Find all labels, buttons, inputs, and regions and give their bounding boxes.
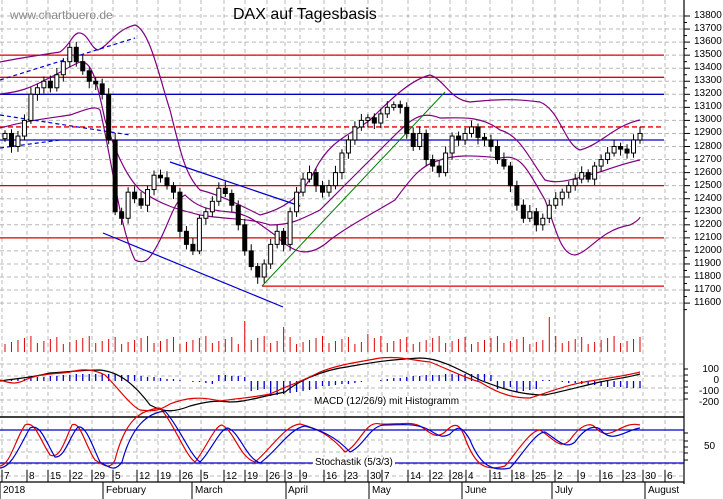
stochastic-label: Stochastik (5/3/3) [313, 457, 395, 468]
watermark: www.chartbuero.de [10, 8, 113, 22]
x-tick-label: 12 [139, 471, 151, 482]
x-tick-label: 19 [160, 471, 172, 482]
x-tick-label: 5 [115, 471, 121, 482]
x-tick-label: 9 [580, 471, 586, 482]
horizontal-levels [0, 54, 664, 287]
x-tick-label: 18 [514, 471, 526, 482]
y-tick-label: 11700 [694, 284, 722, 296]
macd-tick-label: -200 [698, 397, 719, 408]
grid [0, 0, 684, 482]
x-tick-label: 16 [602, 471, 614, 482]
y-tick-label: 13400 [694, 62, 722, 74]
x-tick-label: 23 [625, 471, 637, 482]
x-tick-label: 5 [203, 471, 209, 482]
y-tick-label: 13700 [694, 23, 722, 35]
x-tick-label: 26 [182, 471, 194, 482]
x-tick-label: 2 [557, 471, 563, 482]
candlesticks [2, 41, 643, 284]
y-tick-label: 11800 [694, 271, 722, 282]
y-tick-label: 12700 [694, 153, 722, 165]
y-tick-label: 12100 [694, 231, 722, 243]
bollinger-bands [0, 24, 641, 263]
y-tick-label: 13100 [694, 101, 722, 113]
x-tick-label: 9 [302, 471, 308, 482]
macd-panel [0, 356, 684, 418]
x-tick-label: 16 [326, 471, 338, 482]
x-tick-label: 8 [29, 471, 35, 482]
y-tick-label: 12800 [694, 140, 722, 152]
x-tick-label: 7 [384, 471, 390, 482]
x-tick-label: 22 [432, 471, 444, 482]
x-tick-label: 6 [667, 471, 673, 482]
y-tick-label: 13500 [694, 49, 722, 61]
macd-tick-label: -100 [698, 386, 719, 397]
x-tick-label: 3 [287, 471, 293, 482]
x-tick-label: 7 [4, 471, 10, 482]
y-tick-label: 12300 [694, 205, 722, 217]
x-tick-label: 22 [72, 471, 84, 482]
x-tick-label: 15 [50, 471, 62, 482]
y-tick-label: 13200 [694, 88, 722, 100]
y-tick-label: 13000 [694, 114, 722, 126]
x-tick-label: 26 [269, 471, 281, 482]
y-tick-label: 12500 [694, 179, 722, 191]
x-tick-label: 28 [452, 471, 464, 482]
macd-tick-label: 100 [702, 364, 719, 375]
x-month-label: 2018 [3, 485, 26, 496]
x-tick-label: 30 [370, 471, 382, 482]
y-tick-label: 11600 [694, 297, 722, 309]
axes [0, 0, 690, 499]
x-tick-label: 4 [468, 471, 474, 482]
x-tick-label: 30 [645, 471, 657, 482]
x-month-label: May [372, 485, 391, 496]
macd-tick-label: 0 [713, 375, 719, 386]
x-tick-label: 12 [226, 471, 238, 482]
y-tick-label: 12400 [694, 192, 722, 204]
y-tick-label: 13800 [694, 10, 722, 21]
volume-bars [4, 317, 641, 352]
chart-title: DAX auf Tagesbasis [233, 6, 377, 23]
y-tick-label: 12000 [694, 244, 722, 256]
x-tick-label: 11 [492, 471, 503, 482]
y-tick-label: 13600 [694, 36, 722, 48]
stoch-tick-label: 50 [704, 441, 716, 452]
x-month-label: August [648, 485, 680, 496]
x-tick-label: 23 [347, 471, 359, 482]
x-month-label: July [555, 485, 573, 496]
x-tick-label: 19 [247, 471, 259, 482]
y-tick-label: 13300 [694, 75, 722, 87]
x-tick-label: 29 [94, 471, 106, 482]
y-tick-label: 12600 [694, 166, 722, 178]
y-tick-label: 12200 [694, 218, 722, 230]
x-month-label: April [288, 485, 309, 496]
x-month-label: February [106, 485, 147, 496]
x-month-label: June [465, 485, 487, 496]
y-tick-label: 12900 [694, 127, 722, 139]
x-tick-label: 14 [410, 471, 422, 482]
macd-label: MACD (12/26/9) mit Histogramm [313, 396, 461, 407]
x-month-label: March [195, 485, 223, 496]
x-tick-label: 25 [535, 471, 547, 482]
y-tick-label: 11900 [694, 257, 722, 269]
